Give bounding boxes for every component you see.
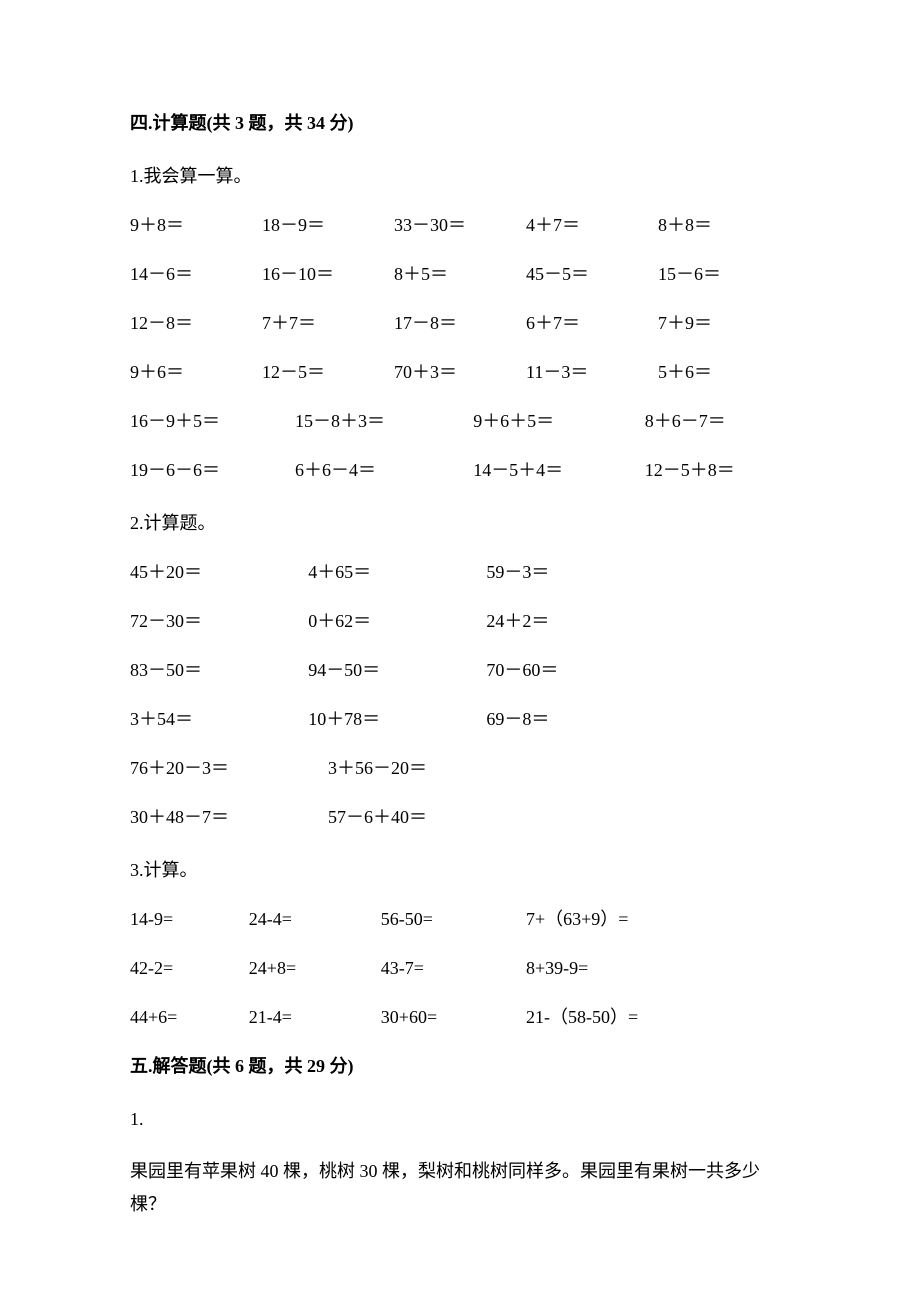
- q1-row: 9＋6＝ 12－5＝ 70＋3＝ 11－3＝ 5＋6＝: [130, 359, 790, 386]
- equation-cell: 56-50=: [381, 906, 526, 933]
- q3-row: 44+6= 21-4= 30+60= 21-（58-50）=: [130, 1004, 790, 1031]
- equation-cell: 43-7=: [381, 955, 526, 982]
- equation-cell: 33－30＝: [394, 212, 526, 239]
- equation-cell: 70＋3＝: [394, 359, 526, 386]
- q2-row: 83－50＝ 94－50＝ 70－60＝: [130, 657, 790, 684]
- equation-cell: 24-4=: [249, 906, 381, 933]
- q1-row: 12－8＝ 7＋7＝ 17－8＝ 6＋7＝ 7＋9＝: [130, 310, 790, 337]
- equation-cell: 3＋54＝: [130, 706, 308, 733]
- equation-cell: 3＋56－20＝: [328, 755, 526, 782]
- equation-cell: 30＋48－7＝: [130, 804, 328, 831]
- q2-row: 76＋20－3＝ 3＋56－20＝: [130, 755, 790, 782]
- equation-cell: 45＋20＝: [130, 559, 308, 586]
- q1-row: 9＋8＝ 18－9＝ 33－30＝ 4＋7＝ 8＋8＝: [130, 212, 790, 239]
- equation-cell: 24+8=: [249, 955, 381, 982]
- equation-cell: 94－50＝: [308, 657, 486, 684]
- equation-cell: 10＋78＝: [308, 706, 486, 733]
- equation-cell: 4＋7＝: [526, 212, 658, 239]
- equation-cell: 9＋6＝: [130, 359, 262, 386]
- equation-cell: 57－6＋40＝: [328, 804, 526, 831]
- equation-cell: 7＋9＝: [658, 310, 790, 337]
- equation-cell: 17－8＝: [394, 310, 526, 337]
- equation-cell: 7＋7＝: [262, 310, 394, 337]
- equation-cell: 7+（63+9）=: [526, 906, 790, 933]
- q5-1-number: 1.: [130, 1106, 790, 1133]
- q2-row: 30＋48－7＝ 57－6＋40＝: [130, 804, 790, 831]
- q1-stem: 1.我会算一算。: [130, 163, 790, 190]
- equation-cell: 12－5＝: [262, 359, 394, 386]
- q1-row: 14－6＝ 16－10＝ 8＋5＝ 45－5＝ 15－6＝: [130, 261, 790, 288]
- equation-cell: 30+60=: [381, 1004, 526, 1031]
- equation-cell: 9＋8＝: [130, 212, 262, 239]
- equation-cell: 14-9=: [130, 906, 249, 933]
- q2-row: 72－30＝ 0＋62＝ 24＋2＝: [130, 608, 790, 635]
- equation-cell: 12－5＋8＝: [645, 457, 790, 484]
- equation-cell: 8＋5＝: [394, 261, 526, 288]
- q2-row: 3＋54＝ 10＋78＝ 69－8＝: [130, 706, 790, 733]
- equation-cell: 8＋8＝: [658, 212, 790, 239]
- equation-cell: 5＋6＝: [658, 359, 790, 386]
- q3-row: 14-9= 24-4= 56-50= 7+（63+9）=: [130, 906, 790, 933]
- section-5-heading: 五.解答题(共 6 题，共 29 分): [130, 1053, 790, 1080]
- equation-cell: 70－60＝: [486, 657, 664, 684]
- equation-cell: 11－3＝: [526, 359, 658, 386]
- equation-cell: 24＋2＝: [486, 608, 664, 635]
- equation-cell: 45－5＝: [526, 261, 658, 288]
- equation-cell: 4＋65＝: [308, 559, 486, 586]
- equation-cell: 15－6＝: [658, 261, 790, 288]
- worksheet-page: 四.计算题(共 3 题，共 34 分) 1.我会算一算。 9＋8＝ 18－9＝ …: [0, 0, 920, 1302]
- q2-stem: 2.计算题。: [130, 510, 790, 537]
- equation-cell: 16－10＝: [262, 261, 394, 288]
- equation-cell: 42-2=: [130, 955, 249, 982]
- equation-cell: 19－6－6＝: [130, 457, 295, 484]
- q2-row: 45＋20＝ 4＋65＝ 59－3＝: [130, 559, 790, 586]
- equation-cell: 9＋6＋5＝: [473, 408, 645, 435]
- q5-1-body: 果园里有苹果树 40 棵，桃树 30 棵，梨树和桃树同样多。果园里有果树一共多少…: [130, 1155, 790, 1222]
- equation-cell: 12－8＝: [130, 310, 262, 337]
- q1-row: 19－6－6＝ 6＋6－4＝ 14－5＋4＝ 12－5＋8＝: [130, 457, 790, 484]
- equation-cell: 14－6＝: [130, 261, 262, 288]
- equation-cell: 76＋20－3＝: [130, 755, 328, 782]
- equation-cell: 21-4=: [249, 1004, 381, 1031]
- equation-cell: 8+39-9=: [526, 955, 790, 982]
- equation-cell: 16－9＋5＝: [130, 408, 295, 435]
- q1-row: 16－9＋5＝ 15－8＋3＝ 9＋6＋5＝ 8＋6－7＝: [130, 408, 790, 435]
- equation-cell: 59－3＝: [486, 559, 664, 586]
- equation-cell: 83－50＝: [130, 657, 308, 684]
- equation-cell: 8＋6－7＝: [645, 408, 790, 435]
- equation-cell: 18－9＝: [262, 212, 394, 239]
- equation-cell: 72－30＝: [130, 608, 308, 635]
- equation-cell: 15－8＋3＝: [295, 408, 473, 435]
- equation-cell: 6＋7＝: [526, 310, 658, 337]
- equation-cell: 21-（58-50）=: [526, 1004, 790, 1031]
- equation-cell: 0＋62＝: [308, 608, 486, 635]
- section-4-heading: 四.计算题(共 3 题，共 34 分): [130, 110, 790, 137]
- q3-stem: 3.计算。: [130, 857, 790, 884]
- equation-cell: 44+6=: [130, 1004, 249, 1031]
- equation-cell: 14－5＋4＝: [473, 457, 645, 484]
- equation-cell: 6＋6－4＝: [295, 457, 473, 484]
- q3-row: 42-2= 24+8= 43-7= 8+39-9=: [130, 955, 790, 982]
- equation-cell: 69－8＝: [486, 706, 664, 733]
